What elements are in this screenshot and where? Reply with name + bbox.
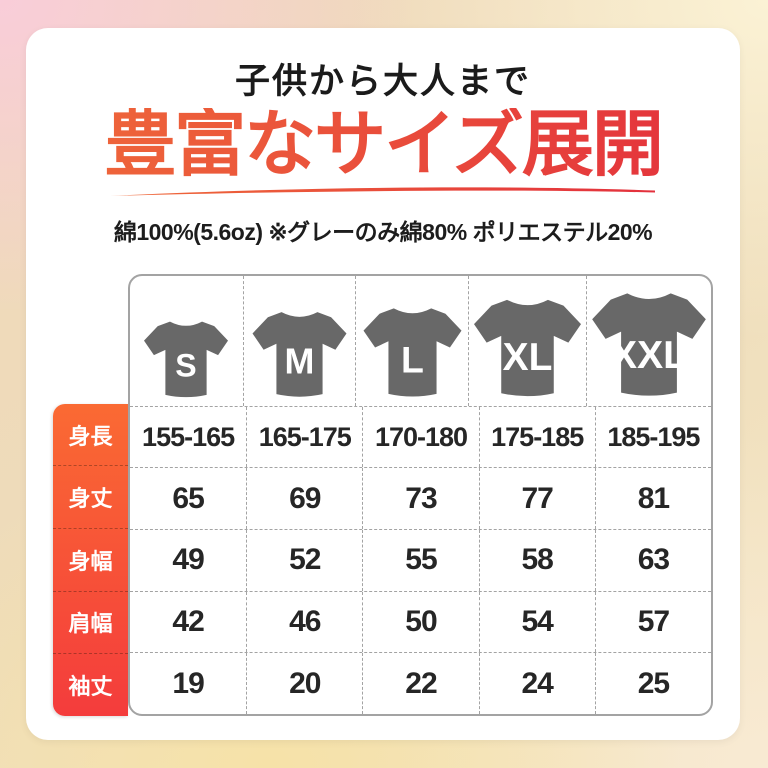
table-cell-r0-c4: 185-195 (594, 406, 711, 468)
table-cell-r2-c2: 55 (362, 530, 478, 591)
size-header-row: S M L XL XXL (130, 275, 711, 406)
tshirt-icon: S (144, 321, 229, 398)
table-cell-r0-c3: 175-185 (478, 406, 595, 468)
table-cell-r4-c0: 19 (172, 666, 204, 700)
table-cell-r3-c3: 54 (478, 591, 595, 653)
table-row: 65 69 73 77 81 (130, 467, 711, 530)
table-cell-r3-c0: 42 (172, 604, 204, 638)
size-chart: 身長身丈 身幅 肩幅 袖丈 S M L XL XXL 155-165 165-175 170-18… (53, 273, 713, 716)
tshirt-icon: L (363, 308, 462, 397)
table-cell-r4-c1: 20 (246, 653, 362, 714)
row-label-0: 身長 (68, 423, 113, 449)
size-header-cell-xxl: XXL (585, 275, 711, 406)
table-cell-r0-c2: 170-180 (362, 406, 478, 468)
table-cell-r0-c0: 155-165 (142, 421, 235, 452)
size-header-cell-s: S (130, 276, 243, 406)
table-cell-r3-c1: 46 (246, 591, 362, 653)
table-row: 19 20 22 24 25 (130, 652, 711, 714)
table-cell-r2-c4: 63 (594, 530, 711, 591)
size-letter: XXL (611, 333, 687, 377)
size-data-rows: 155-165 165-175 170-180 175-185 185-195 65 69 7… (130, 405, 711, 714)
table-cell-r2-c0: 49 (172, 543, 204, 577)
tshirt-icon: XXL (592, 293, 706, 396)
size-table: S M L XL XXL 155-165 165-175 170-180 175-185 185… (128, 273, 713, 716)
table-cell-r4-c3: 24 (478, 653, 595, 714)
size-letter: XL (503, 336, 553, 379)
tshirt-icon: XL (473, 299, 581, 397)
table-cell-r2-c1: 52 (246, 530, 362, 591)
table-row: 49 52 55 58 63 (130, 529, 711, 591)
row-label-3: 肩幅 (53, 590, 128, 654)
table-cell-r1-c2: 73 (362, 468, 478, 530)
row-label-4: 袖丈 (53, 653, 128, 716)
table-cell-r3-c2: 50 (362, 591, 478, 653)
title-underline-stroke (110, 187, 655, 196)
material-note: 綿100%(5.6oz) ※グレーのみ綿80% ポリエステル20% (113, 218, 653, 245)
size-header-cell-xl: XL (467, 275, 586, 406)
table-cell-r1-c3: 77 (478, 468, 595, 530)
title-underline (26, 184, 740, 198)
size-header-cell-l: L (355, 275, 468, 406)
table-cell-r1-c1: 69 (246, 468, 362, 530)
row-label-1: 身丈 (53, 465, 128, 528)
table-cell-r2-c3: 58 (478, 530, 595, 591)
row-label-2: 身幅 (53, 528, 128, 591)
size-letter: L (401, 338, 424, 380)
table-cell-r3-c4: 57 (594, 591, 711, 653)
table-row: 155-165 165-175 170-180 175-185 185-195 (130, 405, 711, 468)
table-cell-r4-c2: 22 (362, 653, 478, 714)
tshirt-icon: M (252, 312, 347, 397)
table-cell-r4-c4: 25 (594, 653, 711, 714)
content-card: 子供から大人まで 豊富なサイズ展開 綿100%(5.6oz) ※グレーのみ綿80… (26, 28, 740, 740)
size-letter: S (176, 347, 197, 383)
measurement-label-column: 身長身丈 身幅 肩幅 袖丈 (53, 403, 128, 716)
header-subtitle: 子供から大人まで (234, 62, 531, 101)
size-letter: M (285, 342, 315, 382)
size-header-cell-m: M (242, 275, 356, 406)
table-cell-r1-c0: 65 (172, 481, 204, 515)
page-title: 豊富なサイズ展開 (26, 108, 740, 183)
table-row: 42 46 50 54 57 (130, 590, 711, 653)
table-cell-r0-c1: 165-175 (246, 406, 362, 468)
table-cell-r1-c4: 81 (594, 468, 711, 530)
